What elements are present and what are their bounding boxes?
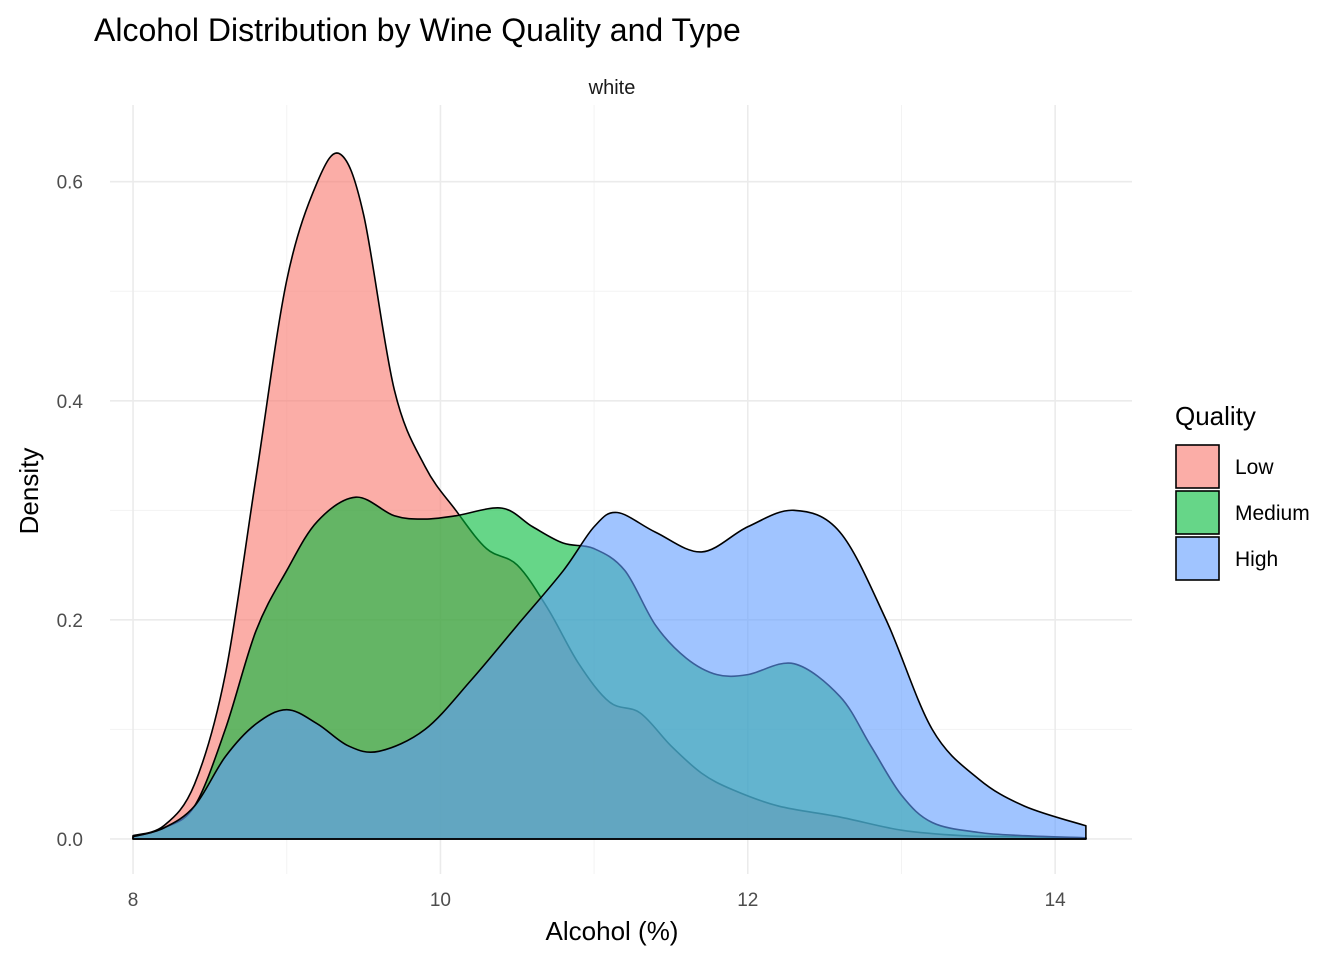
y-axis-title: Density bbox=[14, 448, 44, 535]
y-tick-label: 0.4 bbox=[57, 392, 84, 413]
facet-strip-label: white bbox=[588, 77, 636, 99]
legend-swatch-high bbox=[1175, 536, 1220, 581]
legend-title: Quality bbox=[1175, 401, 1256, 431]
x-axis-title: Alcohol (%) bbox=[546, 916, 679, 946]
x-tick-label: 14 bbox=[1045, 890, 1067, 911]
x-tick-label: 12 bbox=[737, 890, 758, 911]
x-tick-label: 8 bbox=[128, 890, 139, 911]
density-area-high bbox=[132, 509, 1087, 840]
y-tick-label: 0.0 bbox=[57, 830, 83, 851]
legend: Quality Low Medium High bbox=[1175, 401, 1310, 581]
x-axis-ticks: 8 10 12 14 bbox=[128, 890, 1066, 911]
legend-label-low: Low bbox=[1235, 456, 1274, 479]
x-tick-label: 10 bbox=[430, 890, 451, 911]
y-tick-label: 0.2 bbox=[57, 611, 83, 632]
legend-label-medium: Medium bbox=[1235, 502, 1310, 525]
y-tick-label: 0.6 bbox=[57, 173, 83, 194]
y-axis-ticks: 0.0 0.2 0.4 0.6 bbox=[57, 173, 84, 851]
chart-title: Alcohol Distribution by Wine Quality and… bbox=[94, 12, 741, 48]
density-areas bbox=[132, 152, 1087, 840]
legend-swatch-medium bbox=[1175, 490, 1220, 535]
legend-swatch-low bbox=[1175, 444, 1220, 489]
legend-label-high: High bbox=[1235, 548, 1278, 571]
